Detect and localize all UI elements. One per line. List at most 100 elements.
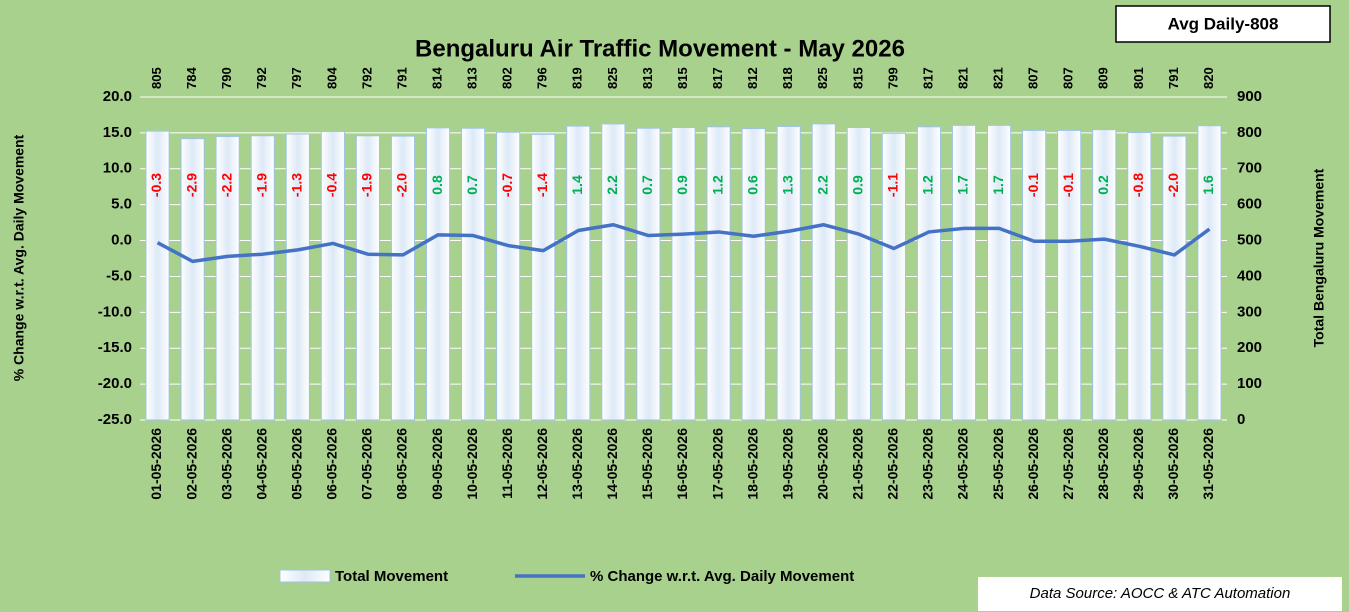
y2-tick-label: 200 xyxy=(1237,339,1262,356)
x-tick-label: 17-05-2026 xyxy=(709,428,725,500)
bar-label: 821 xyxy=(991,67,1006,89)
line-label: -0.4 xyxy=(324,173,340,197)
bar xyxy=(320,130,345,421)
line-label: 0.9 xyxy=(850,175,866,195)
bar-label: 815 xyxy=(850,67,865,89)
bar xyxy=(811,123,836,421)
y-axis-title: % Change w.r.t. Avg. Daily Movement xyxy=(11,134,27,381)
bar xyxy=(145,130,170,421)
line-label: -2.2 xyxy=(218,173,234,197)
x-tick-label: 12-05-2026 xyxy=(534,428,550,500)
bar xyxy=(1057,129,1082,421)
x-tick-label: 14-05-2026 xyxy=(604,428,620,500)
line-label: -0.1 xyxy=(1025,173,1041,197)
line-label: 1.2 xyxy=(920,175,936,195)
line-label: -2.9 xyxy=(183,173,199,197)
y-tick-label: 5.0 xyxy=(111,196,132,213)
line-label: -2.0 xyxy=(394,173,410,197)
y-tick-label: -10.0 xyxy=(98,303,132,320)
bar-label: 813 xyxy=(465,67,480,89)
line-label: -1.1 xyxy=(885,173,901,197)
y-tick-label: -20.0 xyxy=(98,375,132,392)
y2-tick-label: 900 xyxy=(1237,88,1262,105)
line-label: 0.6 xyxy=(744,175,760,195)
x-tick-label: 13-05-2026 xyxy=(569,428,585,500)
bar xyxy=(1127,132,1152,421)
bar-label: 817 xyxy=(710,67,725,89)
source-box xyxy=(978,577,1342,611)
bar xyxy=(776,125,801,421)
bar xyxy=(496,131,521,421)
x-tick-label: 29-05-2026 xyxy=(1130,428,1146,500)
bar-label: 813 xyxy=(640,67,655,89)
line-label: 0.7 xyxy=(464,175,480,195)
x-tick-label: 18-05-2026 xyxy=(744,428,760,500)
line-label: -1.4 xyxy=(534,173,550,197)
bar-label: 804 xyxy=(324,67,339,89)
bar xyxy=(951,124,977,421)
line-label: 1.6 xyxy=(1200,175,1216,195)
bar xyxy=(531,133,556,421)
bar-label: 801 xyxy=(1131,67,1146,89)
line-label: -1.3 xyxy=(288,173,304,197)
x-tick-label: 16-05-2026 xyxy=(674,428,690,500)
x-tick-label: 27-05-2026 xyxy=(1060,428,1076,500)
x-tick-label: 19-05-2026 xyxy=(779,428,795,500)
y2-tick-label: 100 xyxy=(1237,375,1262,392)
line-label: 2.2 xyxy=(604,175,620,195)
bar-label: 821 xyxy=(955,67,970,89)
y2-tick-label: 600 xyxy=(1237,196,1262,213)
bar xyxy=(390,135,416,421)
y2-axis-title: Total Bengaluru Movement xyxy=(1311,168,1327,347)
x-tick-label: 26-05-2026 xyxy=(1025,428,1041,500)
x-tick-label: 22-05-2026 xyxy=(885,428,901,500)
y-tick-label: 20.0 xyxy=(103,88,132,105)
bar-label: 818 xyxy=(780,67,795,89)
y-tick-label: 15.0 xyxy=(103,124,132,141)
line-label: 0.7 xyxy=(639,175,655,195)
x-tick-label: 06-05-2026 xyxy=(324,428,340,500)
line-label: 1.3 xyxy=(779,175,795,195)
bar xyxy=(180,138,205,421)
x-tick-label: 23-05-2026 xyxy=(920,428,936,500)
bar xyxy=(1022,129,1047,421)
line-label: 1.7 xyxy=(955,175,971,195)
line-label: 1.7 xyxy=(990,175,1006,195)
x-tick-label: 31-05-2026 xyxy=(1200,428,1216,500)
line-label: 2.2 xyxy=(814,175,830,195)
bar-label: 814 xyxy=(429,67,444,89)
x-tick-label: 15-05-2026 xyxy=(639,428,655,500)
legend-swatch xyxy=(279,569,331,583)
bar xyxy=(566,125,591,421)
bar-label: 809 xyxy=(1096,67,1111,89)
legend-label: Total Movement xyxy=(335,568,448,585)
bar xyxy=(881,132,906,421)
line-label: -1.9 xyxy=(253,173,269,197)
x-tick-label: 28-05-2026 xyxy=(1095,428,1111,500)
y-tick-label: 10.0 xyxy=(103,160,132,177)
bar xyxy=(1197,125,1222,421)
line-label: 0.2 xyxy=(1095,175,1111,195)
annotation-box xyxy=(1115,5,1331,43)
x-tick-label: 07-05-2026 xyxy=(359,428,375,500)
bar-label: 805 xyxy=(149,67,164,89)
x-tick-label: 09-05-2026 xyxy=(429,428,445,500)
line xyxy=(156,223,1211,264)
line-label: -1.9 xyxy=(359,173,375,197)
line-label: 1.4 xyxy=(569,175,585,195)
y2-tick-label: 700 xyxy=(1237,160,1262,177)
annotation: Avg Daily-808 xyxy=(1168,14,1279,33)
bar xyxy=(250,135,275,421)
bar-label: 807 xyxy=(1061,67,1076,89)
bar-label: 792 xyxy=(359,67,374,89)
bar-label: 791 xyxy=(394,67,409,89)
x-tick-label: 30-05-2026 xyxy=(1165,428,1181,500)
x-tick-label: 05-05-2026 xyxy=(288,428,304,500)
bar-label: 812 xyxy=(745,67,760,89)
legend-label: % Change w.r.t. Avg. Daily Movement xyxy=(590,568,854,585)
bar-label: 799 xyxy=(885,67,900,89)
line-label: 0.8 xyxy=(429,175,445,195)
bar-label: 817 xyxy=(920,67,935,89)
x-tick-label: 10-05-2026 xyxy=(464,428,480,500)
